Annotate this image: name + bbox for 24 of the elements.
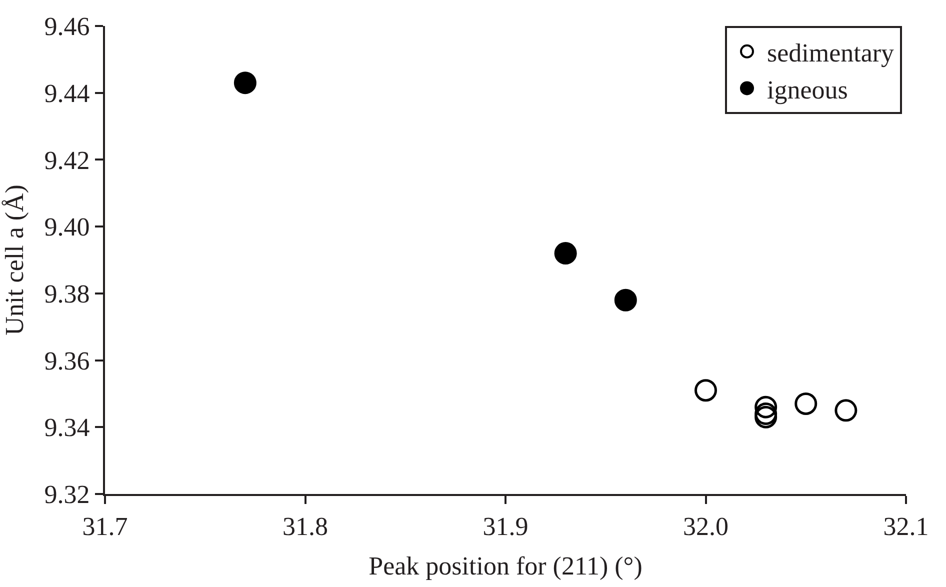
point <box>794 392 818 415</box>
y-axis-title: Unit cell a (Å) <box>0 184 29 336</box>
x-tick-label: 32.1 <box>883 512 929 542</box>
y-tick-label: 9.36 <box>44 346 90 376</box>
x-tick-label: 31.7 <box>82 512 128 542</box>
y-tick-label: 9.46 <box>44 12 90 42</box>
point <box>754 396 778 418</box>
legend-label: sedimentary <box>766 38 894 68</box>
x-axis-title: Peak position for (211) (°) <box>368 551 642 580</box>
y-tick-label: 9.42 <box>44 146 90 175</box>
y-tick-label: 9.32 <box>44 480 90 510</box>
x-tick-label: 31.9 <box>482 512 528 542</box>
point <box>554 242 577 265</box>
point <box>694 379 717 402</box>
y-tick-label: 9.40 <box>44 212 90 242</box>
point <box>614 288 637 312</box>
y-tick-label: 9.44 <box>44 78 90 108</box>
x-tick-label: 31.8 <box>282 512 328 542</box>
x-tick-label: 32.0 <box>683 512 728 542</box>
point <box>834 399 858 422</box>
legend-label: igneous <box>766 75 848 104</box>
point <box>234 72 256 94</box>
y-tick-label: 9.34 <box>44 413 90 442</box>
y-tick-label: 9.38 <box>44 280 90 309</box>
